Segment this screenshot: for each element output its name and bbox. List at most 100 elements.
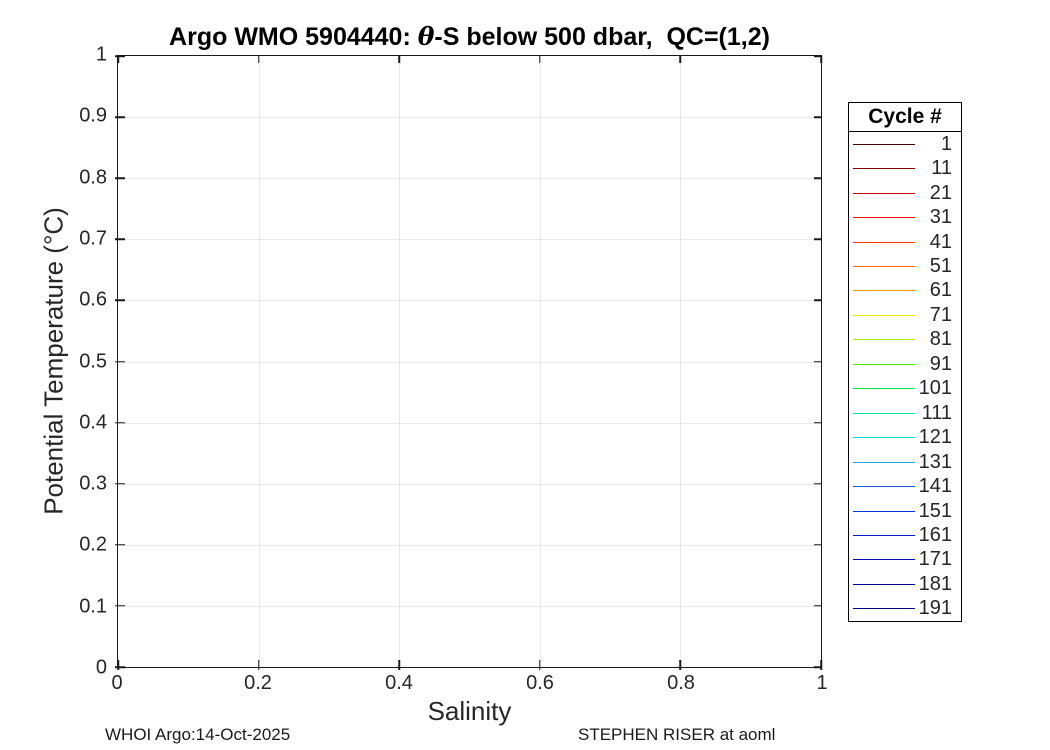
x-tick-label: 0.6	[526, 672, 554, 694]
x-tick-label: 0	[111, 672, 123, 694]
x-tick-mark-top	[398, 56, 400, 63]
y-tick-label: 0.2	[79, 533, 107, 556]
x-tick-mark-bottom	[117, 660, 119, 670]
y-tick-mark-right	[814, 421, 821, 424]
y-tick-mark-right	[814, 666, 821, 668]
y-tick-mark-left	[115, 55, 125, 57]
legend-entry-label: 161	[918, 523, 952, 546]
legend-line-sample	[853, 339, 915, 341]
legend-row: 191	[849, 597, 961, 621]
y-tick-mark-right	[814, 605, 821, 607]
legend-box: Cycle # 1 11 21 31 41 51 61 71 81 91 101 111 121 131 1…	[848, 102, 962, 622]
legend-line-sample	[853, 314, 915, 316]
y-tick-mark-left	[115, 360, 125, 363]
legend-entry-label: 31	[929, 206, 952, 229]
y-tick-mark-right	[814, 238, 821, 241]
legend-line-sample	[853, 437, 915, 439]
legend-line-sample	[853, 290, 915, 292]
legend-row: 31	[849, 205, 961, 229]
horizontal-gridline	[118, 422, 821, 424]
horizontal-gridline	[118, 239, 821, 241]
legend-entry-label: 21	[929, 181, 952, 204]
legend-entry-label: 101	[918, 377, 952, 400]
y-tick-label: 0.6	[79, 288, 107, 311]
legend-entry-label: 11	[931, 157, 952, 180]
y-tick-mark-right	[814, 482, 821, 485]
chart-title: Argo WMO 5904440: θ-S below 500 dbar, QC…	[117, 22, 822, 52]
y-tick-label: 0	[95, 656, 107, 679]
horizontal-gridline	[118, 361, 821, 363]
legend-line-sample	[853, 143, 915, 145]
horizontal-gridline	[118, 605, 821, 607]
y-tick-mark-right	[814, 55, 821, 57]
x-tick-mark-top	[117, 56, 119, 63]
y-tick-label: 0.9	[79, 104, 107, 127]
y-tick-mark-right	[814, 177, 821, 179]
legend-entry-label: 151	[918, 499, 952, 522]
legend-line-sample	[853, 168, 915, 170]
y-tick-mark-left	[115, 177, 125, 179]
x-tick-mark-bottom	[398, 660, 400, 670]
legend-line-sample	[853, 363, 915, 365]
legend-row: 81	[849, 328, 961, 352]
horizontal-gridline	[118, 117, 821, 119]
x-tick-mark-bottom	[539, 660, 541, 670]
legend-line-sample	[853, 608, 915, 610]
legend-row: 161	[849, 523, 961, 547]
legend-line-sample	[853, 192, 915, 194]
legend-line-sample	[853, 217, 915, 219]
x-axis-label: Salinity	[427, 696, 512, 726]
legend-entry-label: 171	[918, 548, 952, 571]
x-tick-mark-top	[820, 56, 822, 63]
y-tick-label: 1	[95, 43, 107, 66]
legend-entry-label: 51	[929, 254, 952, 277]
plot-area	[115, 55, 822, 670]
legend-entry-label: 121	[918, 426, 952, 449]
x-tick-label: 1	[816, 672, 828, 694]
y-tick-mark-left	[115, 116, 125, 118]
y-tick-label: 0.4	[79, 411, 107, 434]
legend-line-sample	[853, 583, 915, 585]
x-tick-mark-bottom	[257, 660, 260, 670]
legend-row: 21	[849, 181, 961, 205]
horizontal-gridline	[118, 178, 821, 180]
legend-line-sample	[853, 388, 915, 390]
legend-line-sample	[853, 534, 915, 536]
legend-line-sample	[853, 412, 915, 414]
y-tick-label: 0.7	[79, 227, 107, 250]
legend-entry-label: 71	[929, 303, 952, 326]
legend-entry-label: 141	[918, 475, 952, 498]
legend-row: 91	[849, 352, 961, 376]
legend-rows: 1 11 21 31 41 51 61 71 81 91 101 111 121 131 141 151 161…	[849, 132, 961, 621]
y-tick-mark-left	[115, 666, 125, 668]
legend-row: 71	[849, 303, 961, 327]
footer-source-date: WHOI Argo:14-Oct-2025	[105, 725, 291, 744]
x-tick-label: 0.4	[385, 672, 413, 694]
x-tick-label: 0.2	[244, 672, 272, 694]
legend-line-sample	[853, 486, 915, 488]
legend-entry-label: 131	[918, 450, 952, 473]
legend-line-sample	[853, 461, 915, 463]
legend-row: 131	[849, 450, 961, 474]
horizontal-gridline	[118, 544, 821, 546]
y-tick-label: 0.5	[79, 350, 107, 372]
legend-line-sample	[853, 241, 915, 243]
legend-row: 41	[849, 230, 961, 254]
legend-row: 11	[849, 156, 961, 180]
x-tick-mark-top	[539, 56, 541, 63]
legend-row: 51	[849, 254, 961, 278]
x-tick-mark-top	[257, 56, 260, 63]
legend-row: 171	[849, 548, 961, 572]
x-tick-mark-top	[679, 56, 682, 63]
legend-entry-label: 91	[929, 352, 952, 375]
legend-row: 141	[849, 474, 961, 498]
y-tick-label: 0.1	[79, 595, 107, 618]
x-axis-tick-labels: 0 0.2 0.4 0.6 0.8 1	[111, 672, 827, 698]
y-tick-mark-left	[115, 482, 125, 485]
y-tick-mark-left	[115, 299, 125, 302]
y-tick-label: 0.8	[79, 166, 107, 189]
legend-row: 61	[849, 279, 961, 303]
y-tick-mark-left	[115, 421, 125, 424]
legend-row: 151	[849, 499, 961, 523]
